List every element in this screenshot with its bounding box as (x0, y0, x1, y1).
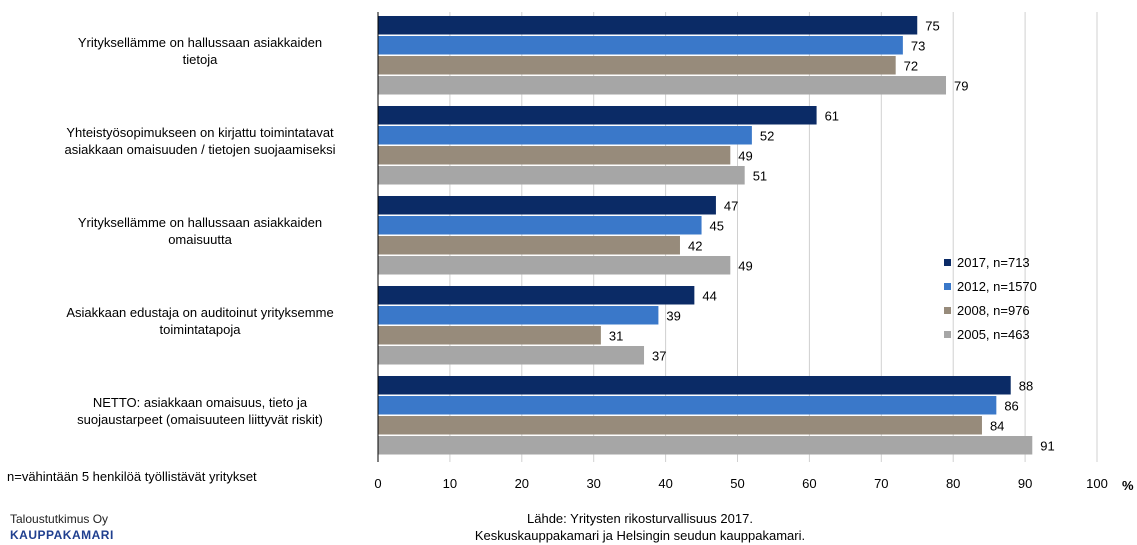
bar-value-label: 86 (1004, 398, 1018, 413)
x-tick-label: 70 (874, 476, 888, 491)
bar-value-label: 49 (738, 258, 752, 273)
legend-swatch (944, 306, 951, 314)
legend-label: 2017, n=713 (957, 254, 1030, 270)
source-line-1: Lähde: Yritysten rikosturvallisuus 2017. (527, 511, 753, 526)
legend-label: 2008, n=976 (957, 302, 1030, 318)
legend-item: 2017, n=713 (944, 250, 1037, 274)
category-label-line: omaisuutta (168, 232, 232, 247)
x-tick-label: 40 (658, 476, 672, 491)
bar-value-label: 73 (911, 38, 925, 53)
bar-value-label: 49 (738, 148, 752, 163)
bar (378, 236, 680, 255)
bar-value-label: 42 (688, 238, 702, 253)
legend-item: 2005, n=463 (944, 322, 1037, 346)
bar (378, 286, 695, 305)
x-tick-label: 80 (946, 476, 960, 491)
bar-value-label: 75 (925, 18, 939, 33)
bar (378, 326, 601, 345)
source-line-2: Keskuskauppakamari ja Helsingin seudun k… (474, 528, 806, 543)
legend-label: 2005, n=463 (957, 326, 1030, 342)
category-label-line: Yrityksellämme on hallussaan asiakkaiden (77, 35, 323, 50)
bar (378, 346, 645, 365)
legend-swatch (944, 330, 951, 338)
bar (378, 436, 1033, 455)
bar-value-label: 47 (724, 198, 738, 213)
x-tick-label: 100 (1086, 476, 1108, 491)
bar-value-label: 51 (753, 168, 767, 183)
legend-item: 2012, n=1570 (944, 274, 1037, 298)
bar-value-label: 44 (702, 288, 716, 303)
bar (378, 16, 918, 35)
x-tick-label: 60 (802, 476, 816, 491)
category-label: Yrityksellämme on hallussaan asiakkaiden… (35, 34, 365, 68)
bar-value-label: 88 (1019, 378, 1033, 393)
bar (378, 396, 997, 415)
publisher-block: Taloustutkimus Oy KAUPPAKAMARI (10, 511, 114, 543)
legend: 2017, n=713 2012, n=1570 2008, n=976 2005, … (944, 250, 1037, 346)
bar (378, 36, 903, 55)
bar (378, 166, 745, 185)
category-label-line: suojaustarpeet (omaisuuteen liittyvät ri… (77, 412, 323, 427)
bar (378, 416, 982, 435)
bar (378, 106, 817, 125)
bar-value-label: 91 (1040, 438, 1054, 453)
bar-value-label: 79 (954, 78, 968, 93)
bar-value-label: 45 (710, 218, 724, 233)
bar (378, 76, 947, 95)
x-tick-label: 90 (1018, 476, 1032, 491)
bar-value-label: 61 (825, 108, 839, 123)
x-axis-ticks: 0 10 20 30 40 50 60 70 80 90 100 (374, 476, 1107, 491)
bar-value-label: 37 (652, 348, 666, 363)
bar (378, 56, 896, 75)
bar (378, 126, 752, 145)
bar (378, 376, 1011, 395)
publisher-name: Taloustutkimus Oy (10, 512, 109, 526)
category-label-line: toimintatapoja (159, 322, 241, 337)
x-tick-label: 0 (374, 476, 381, 491)
category-label-line: Yrityksellämme on hallussaan asiakkaiden (77, 215, 323, 230)
legend-swatch (944, 282, 951, 290)
bars (378, 16, 1033, 455)
bar (378, 256, 731, 275)
category-label-line: Asiakkaan edustaja on auditoinut yrityks… (66, 305, 334, 320)
bar-value-label: 84 (990, 418, 1004, 433)
category-label-line: Yhteistyösopimukseen on kirjattu toimint… (66, 125, 334, 140)
bar (378, 196, 716, 215)
x-tick-label: 50 (730, 476, 744, 491)
category-label-line: tietoja (182, 52, 218, 67)
bar (378, 216, 702, 235)
bar-value-label: 52 (760, 128, 774, 143)
bar (378, 306, 659, 325)
category-label: Asiakkaan edustaja on auditoinut yrityks… (35, 304, 365, 338)
sample-note: n=vähintään 5 henkilöä työllistävät yrit… (7, 469, 257, 484)
bar-value-label: 31 (609, 328, 623, 343)
category-label: Yhteistyösopimukseen on kirjattu toimint… (35, 124, 365, 158)
x-tick-label: 10 (443, 476, 457, 491)
category-label: Yrityksellämme on hallussaan asiakkaiden… (35, 214, 365, 248)
x-tick-label: 30 (586, 476, 600, 491)
kauppakamari-logo: KAUPPAKAMARI (10, 528, 114, 542)
x-axis-unit: % (1122, 478, 1134, 493)
source-text: Lähde: Yritysten rikosturvallisuus 2017.… (440, 510, 840, 544)
legend-label: 2012, n=1570 (957, 278, 1037, 294)
bar-value-label: 39 (666, 308, 680, 323)
legend-swatch (944, 258, 951, 266)
bar-value-label: 72 (904, 58, 918, 73)
category-label: NETTO: asiakkaan omaisuus, tieto ja suoja… (35, 394, 365, 428)
legend-item: 2008, n=976 (944, 298, 1037, 322)
category-label-line: NETTO: asiakkaan omaisuus, tieto ja (92, 395, 308, 410)
bar (378, 146, 731, 165)
x-tick-label: 20 (515, 476, 529, 491)
category-label-line: asiakkaan omaisuuden / tietojen suojaami… (64, 142, 336, 157)
